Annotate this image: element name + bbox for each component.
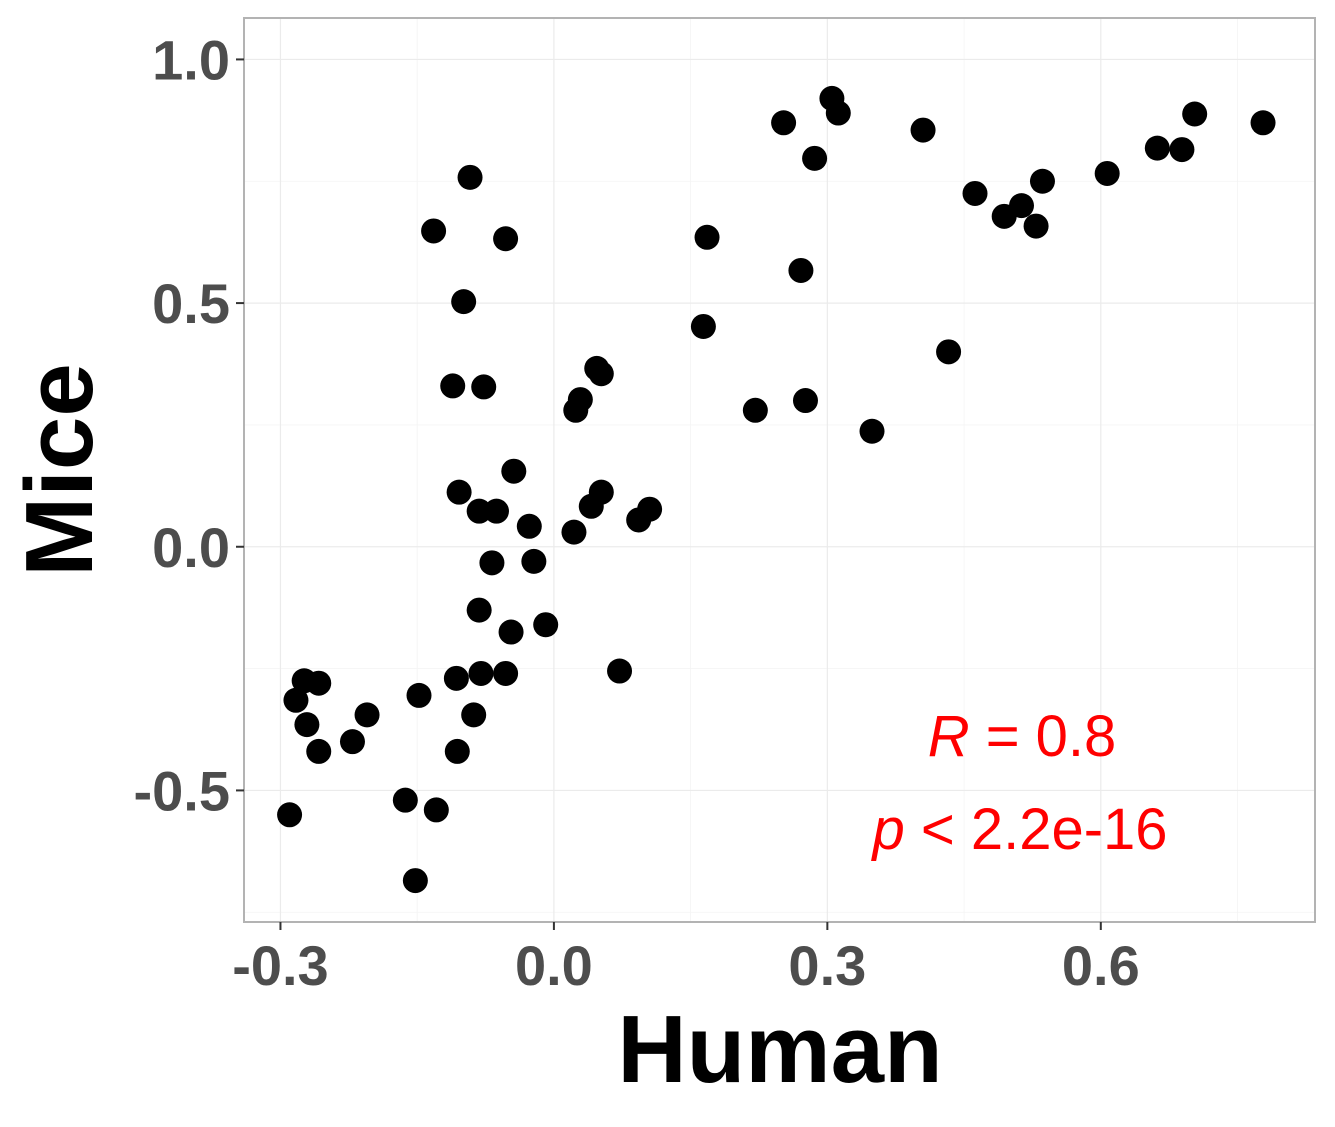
y-axis-title: Mice	[6, 363, 113, 576]
scatter-point	[443, 665, 469, 691]
scatter-point	[607, 658, 633, 684]
scatter-point	[483, 498, 509, 524]
scatter-point	[788, 257, 814, 283]
scatter-point	[493, 660, 519, 686]
scatter-point	[392, 787, 418, 813]
scatter-point	[440, 373, 466, 399]
scatter-point	[277, 802, 303, 828]
scatter-point	[498, 619, 524, 645]
scatter-point	[1182, 101, 1208, 127]
x-tick-label: -0.3	[232, 934, 329, 997]
scatter-point	[294, 712, 320, 738]
scatter-point	[694, 224, 720, 250]
scatter-point	[690, 313, 716, 339]
scatter-point	[563, 397, 589, 423]
scatter-point	[446, 479, 472, 505]
scatter-point	[771, 110, 797, 136]
scatter-point	[742, 397, 768, 423]
scatter-point	[991, 203, 1017, 229]
r-value: = 0.8	[970, 704, 1117, 769]
y-tick-label: 1.0	[152, 28, 230, 91]
x-tick-label: 0.6	[1062, 934, 1140, 997]
scatter-point	[402, 868, 428, 894]
scatter-point	[451, 289, 477, 315]
scatter-point	[1250, 110, 1276, 136]
scatter-point	[1029, 168, 1055, 194]
scatter-point	[825, 100, 851, 126]
scatter-point	[444, 738, 470, 764]
plot-panel-border	[243, 17, 1316, 923]
y-tick-label: 0.0	[152, 516, 230, 579]
y-axis-ticks: -0.5 0.0 0.5 1.0	[134, 28, 244, 822]
scatter-point	[962, 180, 988, 206]
y-tick-label: 0.5	[152, 272, 230, 335]
scatter-point	[533, 612, 559, 638]
scatter-point	[501, 458, 527, 484]
scatter-point	[457, 164, 483, 190]
scatter-point	[1169, 137, 1195, 163]
scatter-point	[859, 418, 885, 444]
x-tick-label: 0.3	[788, 934, 866, 997]
scatter-point	[468, 660, 494, 686]
scatter-point	[466, 597, 492, 623]
scatter-point	[1023, 213, 1049, 239]
scatter-point	[423, 797, 449, 823]
p-annotation: p < 2.2e-16	[870, 797, 1167, 862]
p-symbol: p	[870, 797, 904, 862]
scatter-point	[637, 496, 663, 522]
scatter-point	[1094, 160, 1120, 186]
data-points	[277, 85, 1276, 894]
scatter-point	[516, 513, 542, 539]
scatter-point	[421, 218, 447, 244]
scatter-point	[461, 702, 487, 728]
r-symbol: R	[928, 704, 970, 769]
scatter-point	[306, 670, 332, 696]
scatter-point	[521, 548, 547, 574]
scatter-point	[339, 729, 365, 755]
x-axis-ticks: -0.3 0.0 0.3 0.6	[232, 922, 1140, 997]
correlation-annotation: R = 0.8 p < 2.2e-16	[870, 704, 1167, 862]
p-value: < 2.2e-16	[905, 797, 1168, 862]
scatter-point	[910, 117, 936, 143]
y-tick-label: -0.5	[134, 759, 231, 822]
scatter-point	[471, 374, 497, 400]
scatter-point	[936, 339, 962, 365]
scatter-point	[792, 388, 818, 414]
scatter-point	[493, 226, 519, 252]
r-annotation: R = 0.8	[928, 704, 1117, 769]
scatter-point	[1144, 135, 1170, 161]
scatter-point	[283, 687, 309, 713]
x-tick-label: 0.0	[515, 934, 593, 997]
x-axis-title: Human	[617, 996, 942, 1103]
scatter-point	[406, 682, 432, 708]
scatter-point	[578, 493, 604, 519]
scatter-point	[479, 550, 505, 576]
scatter-point	[306, 738, 332, 764]
scatter-point	[588, 361, 614, 387]
scatter-point	[802, 145, 828, 171]
scatter-point	[354, 702, 380, 728]
scatter-point	[561, 519, 587, 545]
scatter-point	[466, 498, 492, 524]
